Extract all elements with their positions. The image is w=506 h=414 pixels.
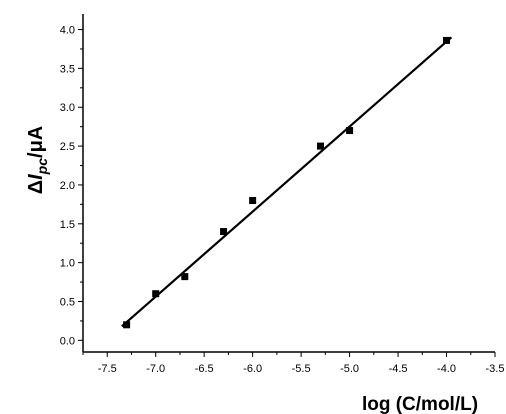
y-tick-label: 0.5 <box>60 296 75 308</box>
x-tick-label: -6.5 <box>195 363 214 375</box>
x-axis-label: log (C/mol/L) <box>362 394 478 414</box>
y-tick-label: 4.0 <box>60 25 75 37</box>
x-tick-label: -7.0 <box>146 363 165 375</box>
x-tick-label: -5.5 <box>292 363 311 375</box>
x-tick-label: -4.0 <box>437 363 456 375</box>
y-tick-label: 3.5 <box>60 63 75 75</box>
x-tick-label: -7.5 <box>98 363 117 375</box>
y-tick-label: 2.0 <box>60 180 75 192</box>
x-axis-ticks: -7.5 -7.0 -6.5 -6.0 -5.5 -5.0 -4.5 -4.0 -3.5 <box>82 352 505 375</box>
y-axis-label-suffix: /μA <box>25 126 47 158</box>
x-tick-label: -3.5 <box>486 363 505 375</box>
y-axis-label: ΔIpc/μA <box>25 126 50 195</box>
y-tick-label: 1.5 <box>60 219 75 231</box>
data-point-marker <box>181 273 189 281</box>
data-point-marker <box>220 228 228 236</box>
y-tick-label: 1.0 <box>60 258 75 270</box>
y-tick-label: 0.0 <box>60 335 75 347</box>
fit-line <box>121 36 453 328</box>
y-axis-label-subscript: pc <box>34 158 50 176</box>
x-tick-label: -6.0 <box>243 363 262 375</box>
y-tick-label: 2.5 <box>60 141 75 153</box>
data-point-marker <box>152 290 160 298</box>
y-axis-label-prefix: Δ <box>25 180 47 194</box>
data-point-marker <box>123 321 131 329</box>
plot-area <box>82 14 495 353</box>
data-points <box>123 36 451 329</box>
data-point-marker <box>346 127 354 135</box>
y-axis-ticks: 0.0 0.5 1.0 1.5 2.0 2.5 3.0 3.5 4.0 <box>60 25 83 347</box>
data-point-marker <box>443 36 451 44</box>
x-tick-label: -5.0 <box>340 363 359 375</box>
data-point-marker <box>249 196 257 204</box>
y-tick-label: 3.0 <box>60 102 75 114</box>
y-axis-label-symbol: I <box>25 174 47 180</box>
x-tick-label: -4.5 <box>389 363 408 375</box>
data-point-marker <box>317 142 325 150</box>
